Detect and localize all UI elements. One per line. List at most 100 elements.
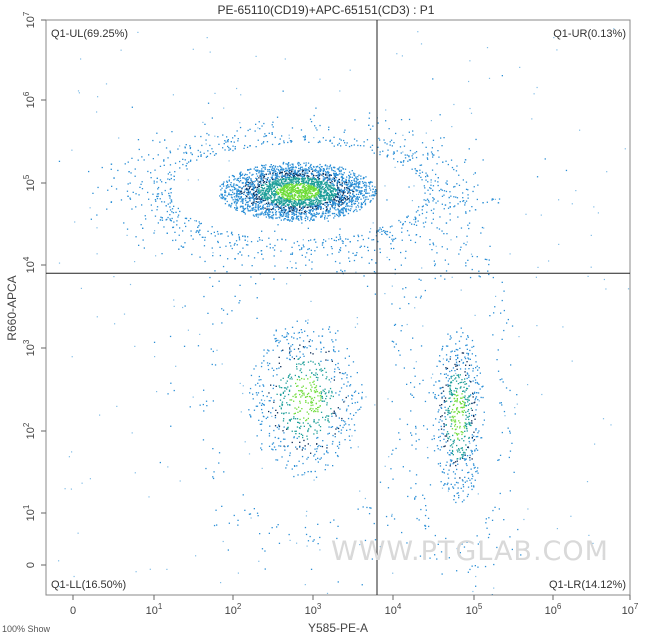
event-dot (336, 271, 338, 273)
event-dot (243, 185, 245, 188)
event-dot (300, 196, 302, 198)
event-dot (330, 377, 333, 380)
event-dot (257, 198, 259, 200)
event-dot (224, 194, 226, 196)
event-dot (298, 170, 301, 172)
event-dot (378, 137, 380, 140)
event-dot (287, 376, 289, 379)
event-dot (317, 194, 319, 196)
event-dot (285, 193, 287, 195)
event-dot (281, 238, 283, 240)
event-dot (274, 195, 276, 197)
event-dot (291, 430, 293, 432)
event-dot (297, 163, 299, 165)
event-dot (289, 197, 292, 199)
event-dot (236, 191, 238, 194)
event-dot (393, 324, 396, 326)
event-dot (340, 198, 342, 201)
event-dot (291, 267, 293, 269)
event-dot (298, 432, 301, 435)
event-dot (279, 188, 282, 190)
event-dot (307, 168, 309, 171)
event-dot (288, 191, 291, 194)
event-dot (232, 191, 234, 193)
event-dot (312, 176, 314, 178)
event-dot (265, 189, 267, 191)
event-dot (275, 459, 277, 461)
event-dot (252, 187, 254, 190)
event-dot (282, 175, 284, 177)
event-dot (323, 179, 325, 181)
event-dot (305, 198, 308, 200)
event-dot (314, 214, 316, 216)
event-dot (329, 184, 331, 186)
event-dot (328, 426, 330, 428)
event-dot (296, 320, 298, 322)
event-dot (339, 214, 341, 217)
event-dot (268, 217, 270, 219)
event-dot (466, 235, 468, 237)
event-dot (339, 247, 342, 249)
event-dot (315, 204, 317, 206)
event-dot (272, 126, 274, 128)
event-dot (249, 184, 251, 186)
event-dot (345, 245, 347, 247)
event-dot (177, 148, 179, 150)
event-dot (320, 457, 322, 459)
event-dot (243, 147, 245, 149)
event-dot (344, 270, 346, 272)
event-dot (323, 239, 325, 241)
event-dot (324, 469, 326, 471)
event-dot (259, 385, 261, 387)
event-dot (329, 165, 331, 167)
event-dot (305, 165, 307, 167)
event-dot (349, 428, 351, 431)
event-dot (260, 213, 263, 215)
event-dot (249, 145, 251, 147)
event-dot (300, 248, 303, 250)
event-dot (339, 212, 341, 214)
event-dot (320, 195, 322, 197)
event-dot (308, 240, 310, 242)
event-dot (277, 184, 279, 186)
event-dot (184, 242, 186, 244)
event-dot (319, 201, 321, 203)
event-dot (217, 233, 219, 235)
event-dot (368, 117, 370, 119)
event-dot (198, 231, 200, 234)
event-dot (174, 162, 177, 164)
event-dot (289, 404, 291, 406)
event-dot (270, 196, 272, 198)
event-dot (393, 247, 395, 250)
event-dot (305, 191, 308, 193)
event-dot (321, 172, 324, 175)
event-dot (283, 213, 285, 215)
event-dot (308, 195, 310, 198)
event-dot (314, 363, 316, 365)
event-dot (189, 160, 192, 162)
event-dot (342, 177, 344, 179)
event-dot (342, 426, 344, 429)
event-dot (328, 350, 330, 353)
event-dot (419, 236, 421, 238)
event-dot (271, 527, 273, 529)
event-dot (339, 408, 341, 410)
event-dot (324, 173, 327, 175)
event-dot (272, 213, 275, 216)
event-dot (262, 199, 264, 201)
event-dot (451, 166, 454, 169)
event-dot (307, 185, 309, 187)
event-dot (294, 396, 297, 398)
event-dot (300, 363, 302, 366)
event-dot (443, 208, 445, 210)
event-dot (427, 199, 430, 202)
event-dot (299, 190, 301, 192)
event-dot (266, 179, 268, 182)
event-dot (309, 190, 311, 193)
event-dot (431, 153, 433, 155)
event-dot (277, 178, 279, 180)
event-dot (290, 173, 292, 175)
event-dot (169, 214, 171, 216)
event-dot (296, 183, 298, 185)
event-dot (296, 209, 298, 211)
